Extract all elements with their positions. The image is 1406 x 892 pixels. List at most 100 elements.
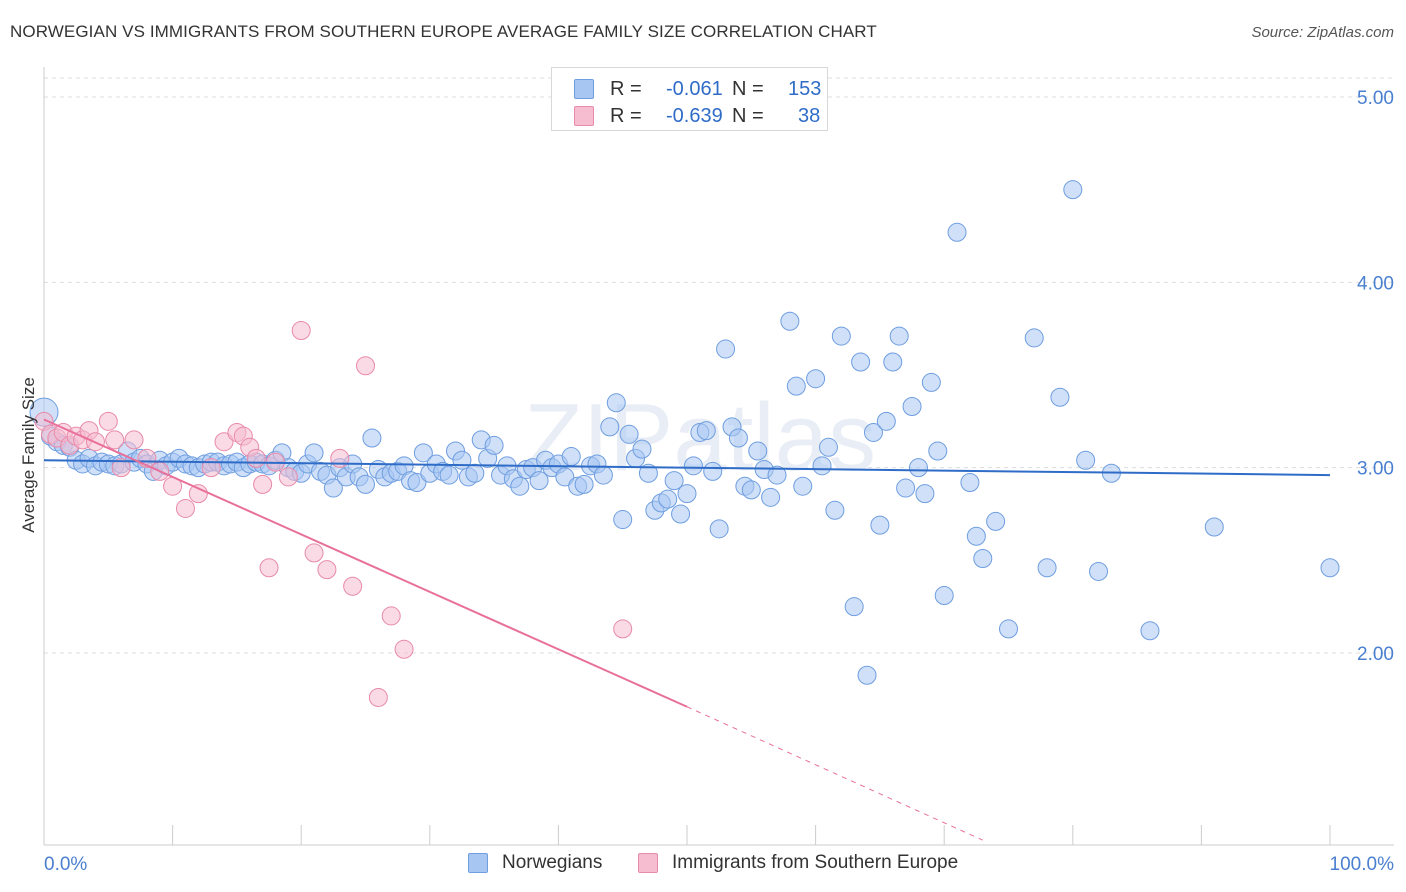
legend-r-value: -0.639 — [666, 105, 723, 127]
data-point — [806, 369, 826, 389]
data-point — [632, 439, 652, 459]
data-point — [876, 411, 896, 431]
data-point — [465, 463, 485, 483]
data-point — [786, 376, 806, 396]
data-point — [381, 606, 401, 626]
data-point — [999, 619, 1018, 639]
tick-labels: 2.00 3.00 4.00 5.00 0.0% 100.0% — [44, 88, 1394, 875]
data-point — [362, 428, 382, 448]
data-point — [1320, 558, 1340, 578]
data-point — [748, 441, 768, 461]
data-point — [619, 424, 639, 444]
data-point — [593, 465, 613, 485]
data-point — [703, 461, 723, 481]
data-point — [825, 500, 845, 520]
chart-title: NORWEGIAN VS IMMIGRANTS FROM SOUTHERN EU… — [10, 22, 877, 41]
x-tick-label: 0.0% — [44, 854, 87, 875]
data-point — [683, 456, 703, 476]
data-point — [934, 586, 954, 606]
legend-swatch-blue — [468, 853, 488, 873]
data-point — [780, 311, 800, 331]
legend-r-label: R = — [610, 78, 642, 100]
legend-r-value: -0.061 — [666, 78, 723, 100]
data-point — [844, 597, 864, 617]
data-point — [889, 326, 909, 346]
data-point — [1076, 450, 1096, 470]
data-point — [973, 548, 993, 568]
data-point — [246, 448, 266, 468]
legend-swatch-pink — [638, 853, 658, 873]
legend-n-label: N = — [732, 105, 764, 127]
data-point — [671, 504, 691, 524]
data-point — [870, 515, 890, 535]
data-point — [259, 558, 279, 578]
trend-line-norwegians — [43, 459, 1331, 477]
data-point — [1140, 621, 1160, 641]
data-point — [561, 447, 581, 467]
data-point — [304, 543, 324, 563]
stats-legend: R = -0.061 N = 153 R = -0.639 N = 38 — [551, 67, 828, 131]
data-point — [1024, 328, 1044, 348]
data-point — [921, 372, 941, 392]
data-point — [529, 471, 549, 491]
legend-row-norwegians: R = -0.061 N = 153 — [574, 74, 824, 100]
data-point — [1050, 387, 1070, 407]
data-point — [98, 411, 118, 431]
data-point — [175, 498, 195, 518]
data-point — [896, 478, 916, 498]
data-point — [394, 639, 414, 659]
data-point — [818, 437, 838, 457]
legend-item-immigrants: Immigrants from Southern Europe — [638, 852, 978, 878]
data-point — [439, 465, 459, 485]
data-point — [812, 456, 832, 476]
data-point — [1089, 561, 1109, 581]
data-point — [304, 443, 324, 463]
data-point — [741, 480, 761, 500]
x-tick-label: 100.0% — [1330, 854, 1395, 875]
data-point — [323, 478, 343, 498]
data-point — [986, 511, 1006, 531]
data-point — [368, 687, 388, 707]
data-point — [124, 430, 144, 450]
data-point — [1063, 180, 1083, 200]
data-point — [857, 665, 877, 685]
data-point — [484, 435, 504, 455]
legend-swatch-pink — [574, 106, 594, 126]
data-point — [317, 560, 337, 580]
axes — [43, 67, 1394, 846]
grid-lines — [44, 77, 1394, 654]
legend-n-value: 153 — [788, 78, 822, 100]
data-point — [767, 465, 787, 485]
data-point — [908, 458, 928, 478]
data-point — [863, 422, 883, 442]
data-point — [574, 474, 594, 494]
y-axis-label: Average Family Size — [19, 377, 38, 533]
data-point — [111, 458, 131, 478]
trend-line-immigrants — [43, 418, 688, 708]
trend-lines — [43, 418, 1331, 841]
data-point — [413, 443, 433, 463]
legend-item-norwegians: Norwegians — [468, 852, 618, 878]
legend-r-label: R = — [610, 105, 642, 127]
data-point — [356, 356, 375, 376]
data-point — [407, 472, 427, 492]
data-point — [960, 472, 980, 492]
data-point — [728, 428, 748, 448]
data-point — [606, 393, 626, 413]
data-point — [1204, 517, 1224, 537]
data-point — [105, 430, 125, 450]
data-point — [658, 489, 678, 509]
legend-row-immigrants: R = -0.639 N = 38 — [574, 101, 824, 127]
data-point — [253, 474, 273, 494]
data-point — [613, 510, 633, 530]
data-point — [696, 421, 716, 441]
y-tick-label: 5.00 — [1357, 88, 1394, 109]
data-point — [343, 576, 363, 596]
data-point — [831, 326, 851, 346]
legend-swatch-blue — [574, 79, 594, 99]
data-point — [188, 484, 208, 504]
legend-n-value: 38 — [798, 105, 821, 127]
data-point — [709, 519, 729, 539]
data-point — [613, 619, 633, 639]
